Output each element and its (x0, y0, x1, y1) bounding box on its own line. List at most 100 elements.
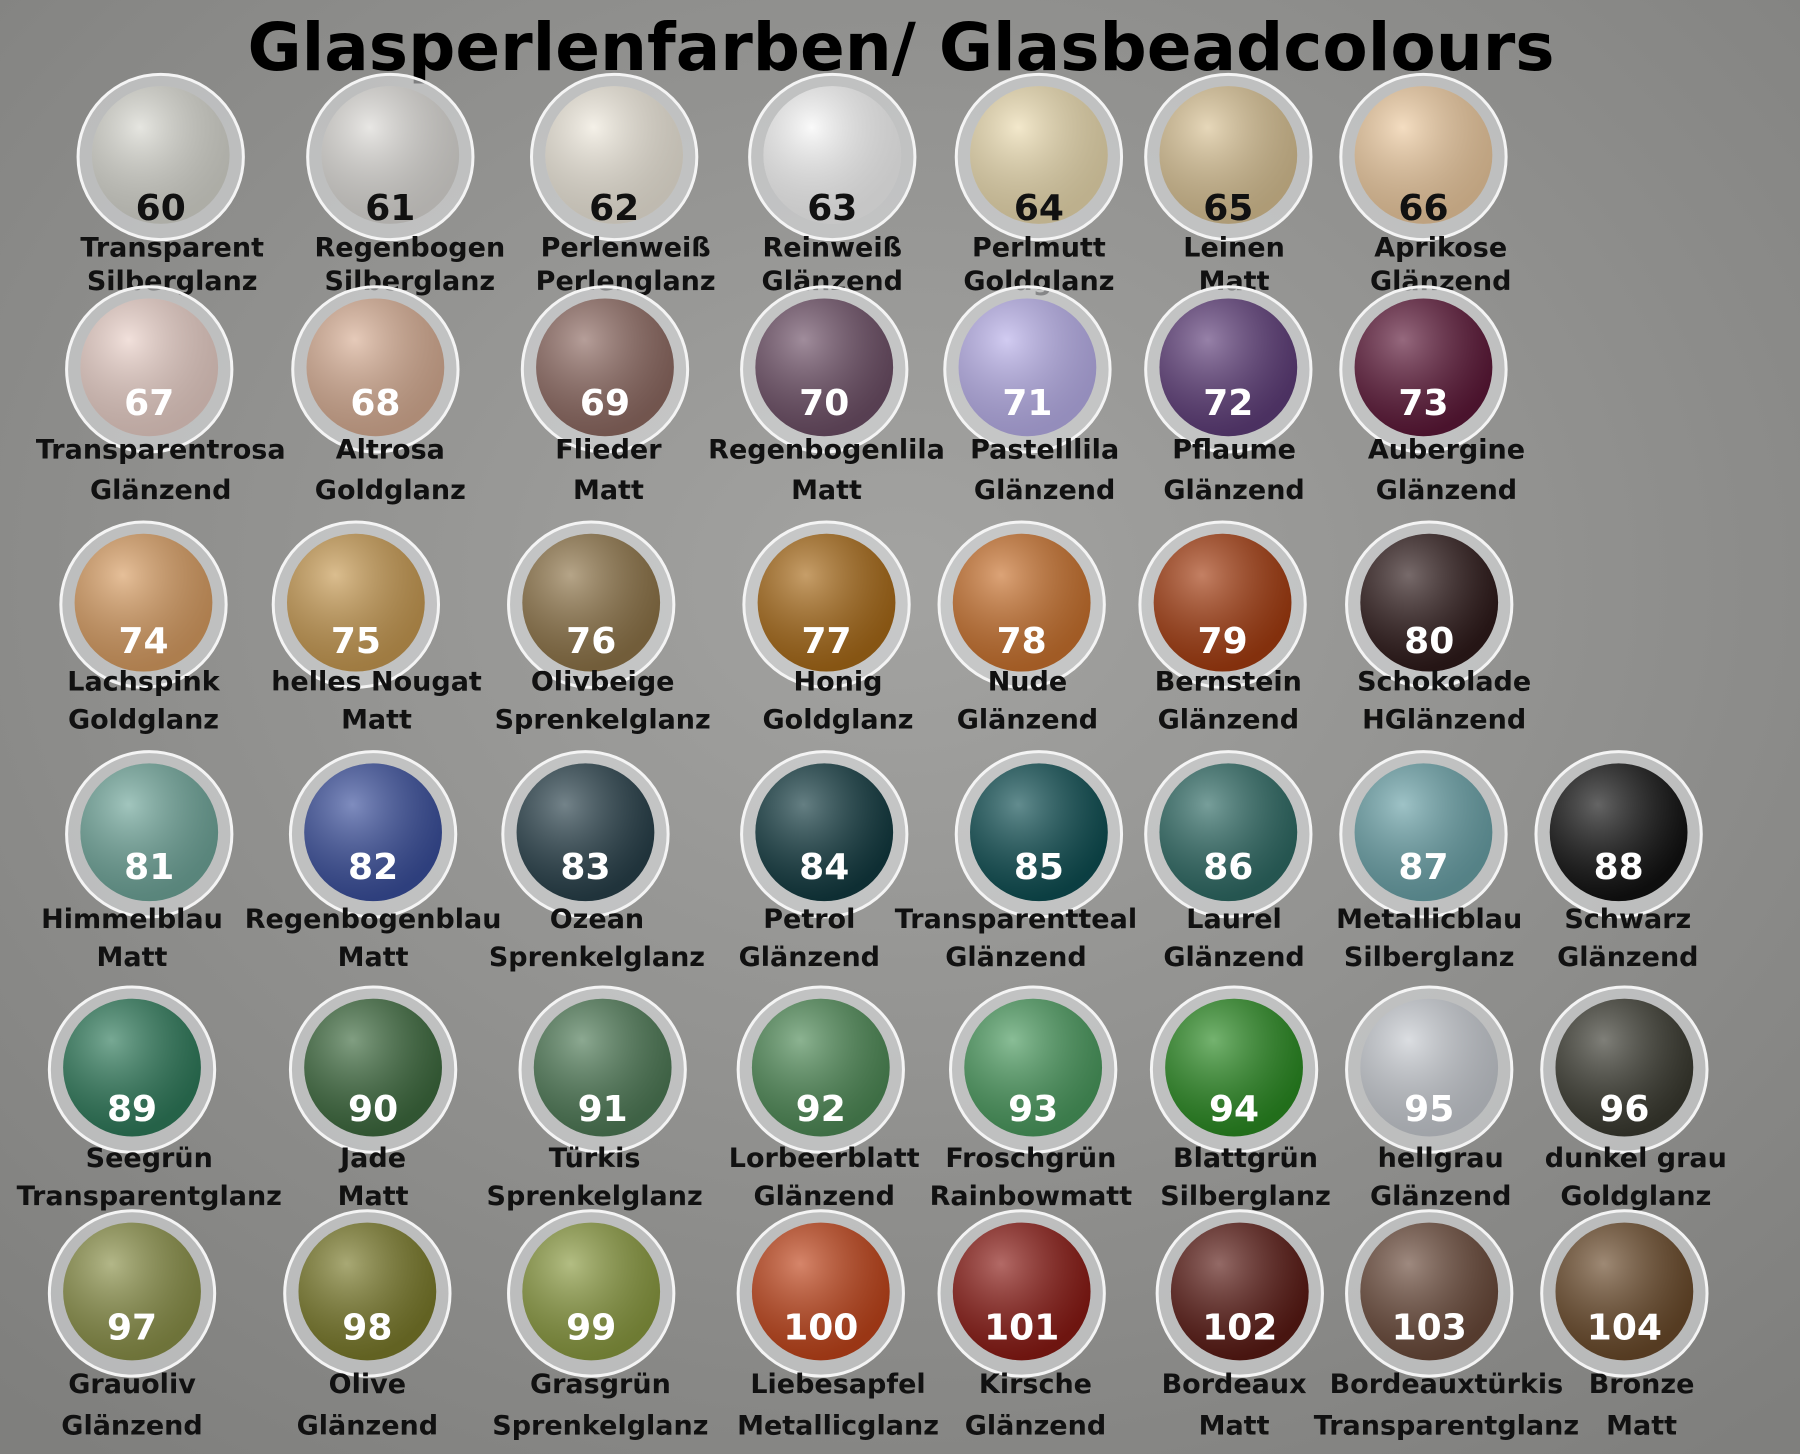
bead-name: Blattgrün (1173, 1143, 1318, 1174)
bead-shine (306, 298, 445, 437)
bead-finish: Glänzend (1370, 1181, 1511, 1212)
bead-shine (522, 533, 661, 672)
bead-shine (74, 533, 213, 672)
bead-finish: Matt (1606, 1410, 1677, 1441)
bead-shine (1555, 1222, 1694, 1361)
bead-finish: Transparentglanz (17, 1181, 282, 1212)
bead-shine (63, 1222, 201, 1361)
bead-shine (755, 298, 894, 437)
bead-shine (1159, 298, 1298, 437)
bead-name: Bronze (1589, 1369, 1695, 1400)
bead-finish: Matt (791, 475, 862, 506)
bead-number: 80 (1404, 621, 1454, 662)
bead-shine (1354, 763, 1493, 902)
bead-name: Regenbogen (314, 233, 505, 264)
bead-name: Metallicblau (1336, 904, 1522, 935)
bead-name: Schokolade (1357, 667, 1531, 698)
bead-name: Ozean (550, 904, 644, 935)
bead-shine (80, 298, 219, 437)
bead-finish: Matt (573, 475, 644, 506)
bead-number: 84 (799, 847, 849, 888)
bead-shine (964, 998, 1103, 1137)
bead-shine (763, 86, 902, 224)
bead-shine (304, 998, 442, 1137)
bead-name: Honig (794, 667, 883, 698)
bead-number: 76 (566, 621, 616, 662)
bead-shine (751, 998, 890, 1137)
bead-shine (1159, 86, 1298, 224)
bead-name: Aubergine (1368, 435, 1525, 466)
bead-name: Lachspink (67, 667, 221, 698)
bead-name: Olive (329, 1369, 406, 1400)
bead-name: Flieder (555, 435, 662, 466)
bead-shine (298, 1222, 437, 1361)
bead-shine (970, 763, 1108, 902)
bead-name: Bordeauxtürkis (1330, 1369, 1564, 1400)
bead-finish: Glänzend (739, 942, 880, 973)
bead-shine (1170, 1222, 1309, 1361)
bead-finish: Sprenkelglanz (495, 704, 711, 735)
bead-finish: Glänzend (965, 1410, 1106, 1441)
bead-name: Grauoliv (68, 1369, 196, 1400)
bead-finish: Metallicglanz (737, 1410, 939, 1441)
bead-name: hellgrau (1378, 1143, 1504, 1174)
bead-number: 62 (589, 188, 639, 229)
bead-name: Lorbeerblatt (729, 1143, 920, 1174)
bead-finish: Transparentglanz (1314, 1410, 1579, 1441)
bead-name: Bordeaux (1162, 1369, 1307, 1400)
bead-number: 74 (118, 621, 168, 662)
bead-name: Laurel (1186, 904, 1282, 935)
bead-name: Türkis (549, 1143, 641, 1174)
bead-shine (1354, 86, 1493, 224)
bead-shine (1165, 998, 1303, 1137)
bead-number: 71 (1002, 383, 1052, 424)
bead-name: Jade (338, 1143, 406, 1174)
bead-shine (304, 763, 442, 902)
bead-finish: Matt (338, 942, 409, 973)
bead-shine (321, 86, 460, 224)
bead-shine (536, 298, 674, 437)
bead-finish: Silberglanz (1160, 1181, 1331, 1212)
bead-shine (286, 533, 425, 672)
bead-number: 99 (566, 1307, 616, 1348)
bead-finish: Sprenkelglanz (487, 1181, 703, 1212)
bead-number: 92 (796, 1089, 846, 1130)
bead-shine (1549, 763, 1688, 902)
bead-number: 70 (799, 383, 849, 424)
bead-finish: HGlänzend (1362, 704, 1526, 735)
bead-number: 104 (1587, 1307, 1662, 1348)
bead-number: 73 (1398, 383, 1448, 424)
title: Glasperlenfarben/ Glasbeadcolours (247, 9, 1554, 86)
bead-number: 82 (348, 847, 398, 888)
bead-number: 63 (807, 188, 857, 229)
bead-number: 103 (1392, 1307, 1467, 1348)
bead-shine (1555, 998, 1694, 1137)
bead-name: Perlenweiß (541, 233, 711, 264)
bead-finish: Glänzend (957, 704, 1098, 735)
bead-number: 83 (560, 847, 610, 888)
bead-name: Altrosa (336, 435, 445, 466)
bead-shine (91, 86, 230, 224)
bead-finish: Matt (338, 1181, 409, 1212)
bead-name: Pflaume (1172, 435, 1296, 466)
bead-number: 96 (1599, 1089, 1649, 1130)
bead-finish: Glänzend (754, 1181, 895, 1212)
bead-number: 79 (1198, 621, 1248, 662)
bead-finish: Goldglanz (762, 704, 913, 735)
bead-number: 61 (365, 188, 415, 229)
bead-name: Transparentteal (895, 904, 1137, 935)
bead-finish: Matt (1199, 1410, 1270, 1441)
bead-number: 65 (1203, 188, 1253, 229)
bead-number: 102 (1202, 1307, 1277, 1348)
bead-name: dunkel grau (1545, 1143, 1727, 1174)
bead-number: 98 (342, 1307, 392, 1348)
bead-name: Transparentrosa (36, 435, 286, 466)
bead-shine (1354, 298, 1493, 437)
bead-number: 64 (1014, 188, 1064, 229)
bead-finish: Glänzend (945, 942, 1086, 973)
bead-name: Olivbeige (531, 667, 675, 698)
bead-number: 101 (984, 1307, 1059, 1348)
